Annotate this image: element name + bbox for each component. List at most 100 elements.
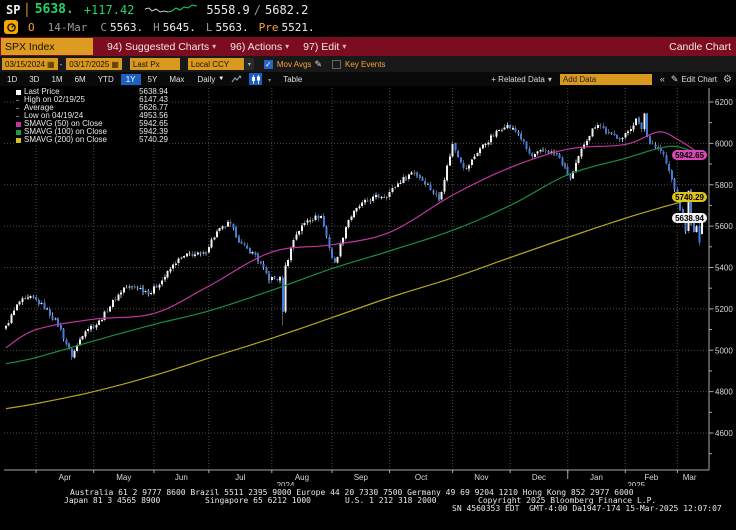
candle-body	[542, 149, 545, 151]
candle-body	[265, 267, 268, 274]
candle-body	[457, 151, 460, 158]
candle-body	[380, 197, 383, 198]
table-button[interactable]: Table	[283, 74, 303, 84]
add-data-input[interactable]: Add Data	[559, 73, 652, 85]
candle-body	[240, 241, 243, 244]
close-label: C	[100, 20, 107, 34]
candle-body	[692, 223, 695, 232]
candle-body	[13, 310, 16, 315]
candle-body	[10, 314, 13, 324]
candle-body	[298, 231, 301, 235]
candle-body	[509, 124, 512, 129]
date-to-field[interactable]: 03/17/2025	[66, 58, 122, 70]
candle-chart-canvas[interactable]: 6200 6000 5800 5600 5400 5200 5000 4800 4600 Apr M…	[0, 86, 736, 486]
chart-legend: Last Price 5638.94 High on 02/19/25 6147.43…	[16, 88, 168, 144]
menu-suggested-charts[interactable]: 94) Suggested Charts	[107, 41, 216, 53]
chart-type-dropdown-icon[interactable]	[262, 75, 271, 84]
intraday-sparkline-icon	[145, 4, 198, 13]
range-button-max[interactable]: Max	[169, 74, 185, 84]
footer-copyright: Copyright 2025 Bloomberg Finance L.P.	[478, 496, 657, 505]
candle-body	[468, 165, 471, 169]
candle-body	[369, 200, 372, 202]
candle-body	[358, 206, 361, 209]
range-button-ytd[interactable]: YTD	[97, 74, 114, 84]
y-tick-label: 5800	[715, 181, 733, 190]
range-button-6m[interactable]: 6M	[74, 74, 86, 84]
legend-label: Low on 04/19/24	[24, 111, 84, 120]
candle-body	[35, 296, 38, 301]
candle-body	[26, 297, 29, 299]
legend-row: Average 5626.77	[16, 104, 168, 112]
candle-body	[180, 257, 183, 259]
sma-line-1	[5, 145, 703, 365]
x-month-label: Oct	[415, 473, 428, 482]
candle-body	[205, 252, 208, 253]
related-data-button[interactable]: + Related Data	[491, 75, 552, 84]
sma-line-0	[5, 131, 703, 349]
candle-body	[161, 280, 164, 285]
candle-chart-icon[interactable]	[249, 73, 263, 85]
candle-body	[144, 290, 147, 293]
candle-body	[602, 126, 605, 129]
security-input[interactable]: SPX Index	[1, 38, 93, 55]
candle-body	[437, 194, 440, 200]
candle-body	[372, 196, 375, 201]
legend-dot	[16, 99, 19, 101]
candle-body	[616, 134, 619, 139]
candle-body	[361, 202, 364, 207]
candle-body	[339, 243, 342, 257]
candle-body	[120, 292, 123, 295]
candle-body	[665, 154, 668, 164]
candle-body	[547, 151, 550, 153]
candle-body	[81, 336, 84, 340]
candle-body	[46, 308, 49, 310]
collapse-panel-icon[interactable]: «	[659, 74, 665, 84]
settings-gear-icon[interactable]: ⚙	[723, 73, 732, 85]
candle-body	[303, 222, 306, 226]
x-month-label: Apr	[59, 473, 72, 482]
candle-body	[320, 216, 323, 219]
y-tick-label: 5200	[715, 305, 733, 314]
candle-body	[169, 269, 172, 272]
menu-bar: SPX Index 94) Suggested Charts 96) Actio…	[0, 37, 736, 56]
close-value: 5563.	[110, 20, 144, 34]
candle-body	[385, 197, 388, 199]
legend-dot	[16, 107, 19, 109]
edit-chart-button[interactable]: Edit Chart	[671, 74, 717, 85]
candle-body	[690, 190, 693, 224]
menu-actions[interactable]: 96) Actions	[230, 41, 289, 53]
footer-contact-line: Australia 61 2 9777 8600 Brazil 5511 239…	[70, 488, 634, 497]
range-button-1m[interactable]: 1M	[51, 74, 63, 84]
range-button-3d[interactable]: 3D	[29, 74, 40, 84]
ticker-symbol: SP	[6, 2, 21, 17]
date-from-field[interactable]: 03/15/2024	[2, 58, 58, 70]
key-events-label: Key Events	[344, 59, 386, 69]
key-events-checkbox[interactable]	[331, 59, 341, 69]
candle-body	[481, 144, 484, 149]
candle-body	[432, 190, 435, 194]
legend-value: 5638.94	[139, 87, 168, 96]
legend-value: 6147.43	[139, 95, 168, 104]
period-select[interactable]: Daily	[197, 75, 224, 84]
candle-body	[183, 256, 186, 258]
currency-select[interactable]: Local CCY	[187, 58, 244, 70]
mov-avgs-checkbox[interactable]	[263, 59, 273, 69]
candle-body	[125, 287, 128, 289]
candle-body	[331, 248, 334, 259]
mov-avgs-edit-icon[interactable]	[311, 59, 322, 70]
candle-body	[670, 170, 673, 180]
gridlines	[4, 88, 709, 470]
range-button-1d[interactable]: 1D	[7, 74, 18, 84]
menu-edit[interactable]: 97) Edit	[303, 41, 346, 53]
range-button-1y[interactable]: 1Y	[120, 73, 141, 85]
candle-body	[279, 276, 282, 281]
candle-body	[536, 151, 539, 154]
range-button-5y[interactable]: 5Y	[147, 74, 158, 84]
currency-dropdown-icon[interactable]: ▾	[244, 58, 254, 70]
candle-body	[646, 113, 649, 138]
candle-body	[561, 157, 564, 166]
candle-body	[681, 208, 684, 218]
line-chart-icon[interactable]	[230, 73, 243, 85]
price-field-select[interactable]: Last Px	[129, 58, 180, 70]
candle-body	[103, 311, 106, 321]
